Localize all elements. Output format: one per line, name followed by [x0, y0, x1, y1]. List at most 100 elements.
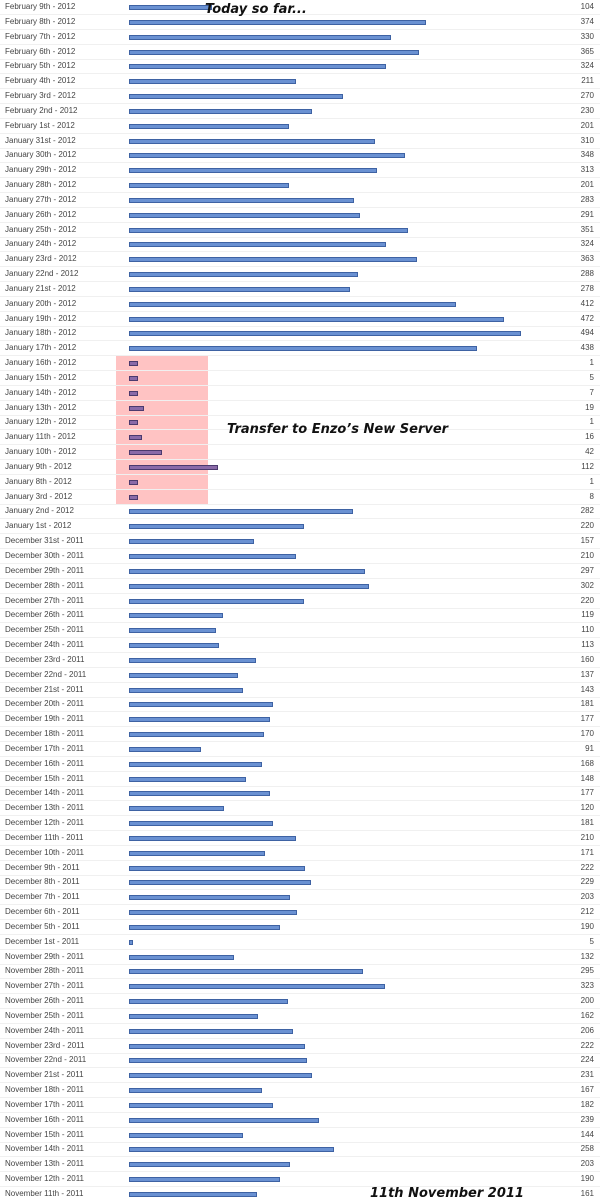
- row-separator: [0, 118, 600, 119]
- value-label: 148: [580, 774, 594, 783]
- row-separator: [0, 1038, 600, 1039]
- row-separator: [0, 29, 600, 30]
- row-separator: [0, 518, 600, 519]
- row-separator: [0, 622, 600, 623]
- category-label: January 18th - 2012: [5, 328, 77, 337]
- bar: [129, 940, 133, 945]
- bar: [129, 465, 218, 470]
- value-label: 297: [580, 566, 594, 575]
- category-label: December 18th - 2011: [5, 729, 85, 738]
- bar: [129, 331, 521, 336]
- bar: [129, 406, 145, 411]
- category-label: December 7th - 2011: [5, 892, 80, 901]
- value-label: 351: [580, 225, 594, 234]
- bar: [129, 880, 311, 885]
- bar: [129, 287, 350, 292]
- value-label: 177: [580, 714, 594, 723]
- value-label: 42: [585, 447, 594, 456]
- row-separator: [0, 875, 600, 876]
- value-label: 229: [580, 877, 594, 886]
- bar: [129, 1177, 280, 1182]
- category-label: November 24th - 2011: [5, 1026, 85, 1035]
- bar: [129, 450, 163, 455]
- category-label: January 12th - 2012: [5, 417, 77, 426]
- row-separator: [0, 1023, 600, 1024]
- bar: [129, 228, 408, 233]
- category-label: December 23rd - 2011: [5, 655, 85, 664]
- category-label: November 29th - 2011: [5, 952, 85, 961]
- bar: [129, 539, 254, 544]
- value-label: 494: [580, 328, 594, 337]
- value-label: 137: [580, 670, 594, 679]
- category-label: January 15th - 2012: [5, 373, 77, 382]
- category-label: January 3rd - 2012: [5, 492, 73, 501]
- category-label: January 2nd - 2012: [5, 506, 74, 515]
- category-label: November 13th - 2011: [5, 1159, 85, 1168]
- row-separator: [0, 1053, 600, 1054]
- category-label: December 25th - 2011: [5, 625, 85, 634]
- category-label: November 12th - 2011: [5, 1174, 85, 1183]
- bar: [129, 302, 456, 307]
- row-separator: [0, 103, 600, 104]
- category-label: November 23rd - 2011: [5, 1041, 85, 1050]
- row-separator: [0, 593, 600, 594]
- row-separator: [0, 207, 600, 208]
- bar: [129, 524, 304, 529]
- row-separator: [0, 667, 600, 668]
- row-separator: [0, 637, 600, 638]
- row-separator: [0, 370, 600, 371]
- value-label: 190: [580, 1174, 594, 1183]
- row-separator: [0, 326, 600, 327]
- value-label: 323: [580, 981, 594, 990]
- row-separator: [0, 237, 600, 238]
- bar: [129, 1029, 293, 1034]
- value-label: 171: [580, 848, 594, 857]
- value-label: 222: [580, 1041, 594, 1050]
- bar: [129, 1192, 257, 1197]
- value-label: 224: [580, 1055, 594, 1064]
- bar: [129, 628, 217, 633]
- value-label: 181: [580, 818, 594, 827]
- value-label: 220: [580, 521, 594, 530]
- value-label: 348: [580, 150, 594, 159]
- bar: [129, 702, 273, 707]
- bar: [129, 480, 138, 485]
- value-label: 200: [580, 996, 594, 1005]
- category-label: January 27th - 2012: [5, 195, 77, 204]
- bar: [129, 866, 306, 871]
- row-separator: [0, 73, 600, 74]
- category-label: December 28th - 2011: [5, 581, 85, 590]
- category-label: November 16th - 2011: [5, 1115, 85, 1124]
- category-label: January 26th - 2012: [5, 210, 77, 219]
- value-label: 132: [580, 952, 594, 961]
- value-label: 203: [580, 1159, 594, 1168]
- category-label: January 22nd - 2012: [5, 269, 79, 278]
- value-label: 220: [580, 596, 594, 605]
- bar: [129, 435, 142, 440]
- bar: [129, 361, 138, 366]
- value-label: 438: [580, 343, 594, 352]
- row-separator: [0, 429, 600, 430]
- bar: [129, 910, 298, 915]
- row-separator: [0, 400, 600, 401]
- value-label: 203: [580, 892, 594, 901]
- category-label: January 30th - 2012: [5, 150, 77, 159]
- category-label: January 29th - 2012: [5, 165, 77, 174]
- value-label: 270: [580, 91, 594, 100]
- category-label: November 22nd - 2011: [5, 1055, 87, 1064]
- bar: [129, 79, 297, 84]
- category-label: December 12th - 2011: [5, 818, 85, 827]
- bar: [129, 1162, 291, 1167]
- row-separator: [0, 1186, 600, 1187]
- bar: [129, 317, 504, 322]
- row-separator: [0, 815, 600, 816]
- bar: [129, 613, 224, 618]
- value-label: 231: [580, 1070, 594, 1079]
- value-label: 278: [580, 284, 594, 293]
- value-label: 324: [580, 61, 594, 70]
- bar: [129, 777, 247, 782]
- value-label: 324: [580, 239, 594, 248]
- row-separator: [0, 1127, 600, 1128]
- value-label: 374: [580, 17, 594, 26]
- row-separator: [0, 1156, 600, 1157]
